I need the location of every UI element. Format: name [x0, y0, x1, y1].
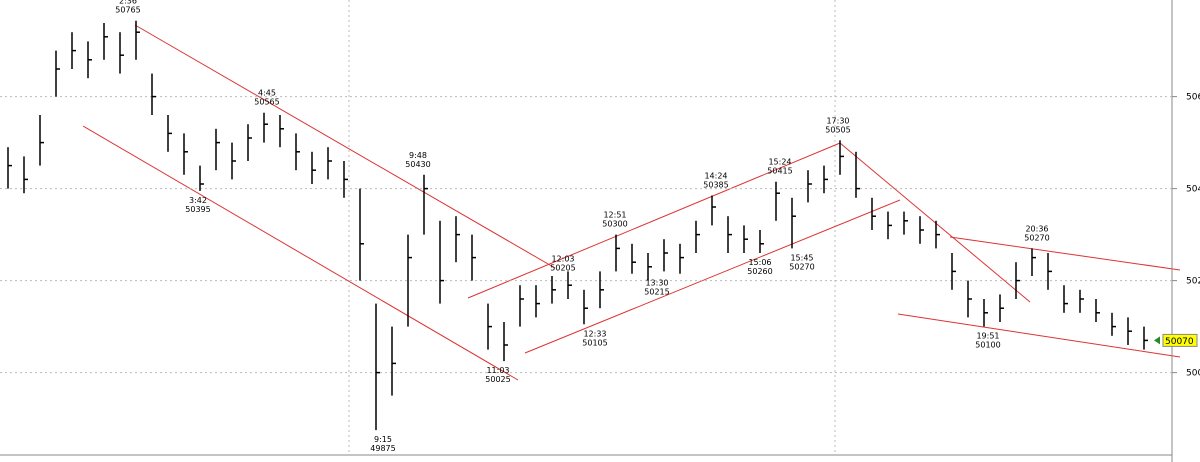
last-price-arrow: [1154, 336, 1160, 345]
annotation-price: 50205: [550, 263, 575, 272]
annotation-time: 4:45: [258, 89, 276, 98]
annotation-time: 11:03: [486, 366, 509, 375]
annotation-time: 2:36: [119, 0, 137, 6]
last-price-label: 50070: [1165, 337, 1194, 347]
annotation-time: 19:51: [976, 332, 999, 341]
annotation-price: 50765: [115, 6, 140, 15]
annotation-price: 50215: [644, 288, 669, 297]
annotation-time: 12:51: [603, 211, 626, 220]
annotation-time: 15:24: [768, 158, 791, 167]
trend-line: [134, 24, 556, 269]
annotation-time: 12:33: [583, 329, 606, 338]
y-tick-label: 50000: [1186, 369, 1200, 379]
annotation-price: 50025: [485, 375, 510, 384]
annotation-price: 50415: [767, 167, 792, 176]
trend-line: [467, 142, 841, 299]
annotation-time: 3:42: [189, 196, 207, 205]
trend-line: [897, 313, 1181, 358]
y-tick-label: 50600: [1186, 93, 1200, 103]
annotation-time: 20:36: [1025, 224, 1048, 233]
annotation-time: 13:30: [645, 279, 668, 288]
annotation-price: 50385: [703, 181, 728, 190]
annotation-time: 15:06: [748, 258, 771, 267]
annotation-price: 50565: [254, 98, 279, 107]
annotation-price: 50270: [789, 262, 814, 271]
annotation-time: 14:24: [704, 172, 727, 181]
last-price-tag: [1162, 333, 1198, 347]
trend-line: [949, 236, 1181, 271]
annotation-price: 50505: [825, 125, 850, 134]
trend-line: [524, 199, 901, 354]
y-tick-label: 50400: [1186, 185, 1200, 195]
annotation-price: 49875: [370, 444, 395, 453]
trend-line: [82, 125, 519, 381]
annotation-price: 50270: [1024, 233, 1049, 242]
annotation-price: 50260: [747, 267, 772, 276]
annotation-time: 9:48: [409, 151, 427, 160]
annotation-time: 9:15: [374, 435, 392, 444]
annotation-price: 50430: [405, 160, 430, 169]
annotation-time: 17:30: [826, 116, 849, 125]
annotation-time: 15:45: [790, 253, 813, 262]
annotation-time: 12:03: [551, 254, 574, 263]
annotation-price: 50300: [602, 220, 627, 229]
annotation-price: 50395: [185, 205, 210, 214]
annotation-price: 50105: [582, 338, 607, 347]
y-tick-label: 50200: [1186, 277, 1200, 287]
trend-line: [839, 142, 1031, 303]
annotation-price: 50100: [975, 341, 1000, 350]
trend-lines: [82, 24, 1181, 381]
